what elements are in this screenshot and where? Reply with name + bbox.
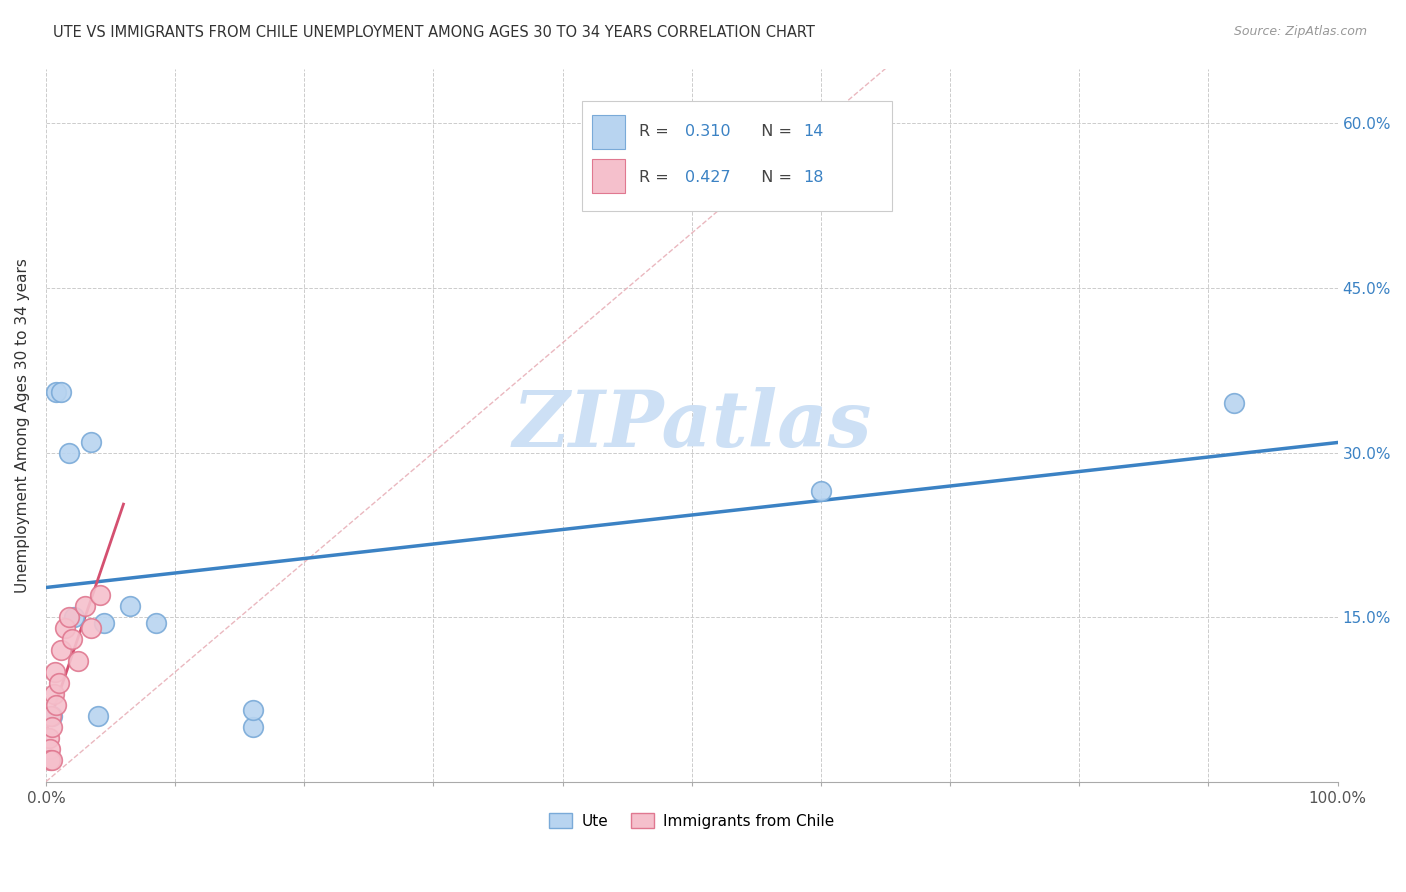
Point	[67, 654, 90, 668]
Bar	[592, 159, 624, 194]
Point	[38, 753, 60, 767]
Point	[242, 703, 264, 717]
Point	[41, 753, 63, 767]
Point	[242, 720, 264, 734]
Point	[38, 731, 60, 745]
Point	[53, 621, 76, 635]
Point	[118, 599, 141, 614]
Point	[60, 632, 83, 646]
Point	[145, 615, 167, 630]
Point	[73, 599, 96, 614]
Point	[51, 643, 73, 657]
Point	[58, 445, 80, 459]
Text: 0.310: 0.310	[685, 125, 731, 139]
Text: 18: 18	[803, 170, 824, 186]
Point	[86, 708, 108, 723]
Point	[41, 708, 63, 723]
Point	[39, 708, 62, 723]
Text: N =: N =	[751, 125, 797, 139]
Text: UTE VS IMMIGRANTS FROM CHILE UNEMPLOYMENT AMONG AGES 30 TO 34 YEARS CORRELATION : UTE VS IMMIGRANTS FROM CHILE UNEMPLOYMEN…	[53, 25, 815, 40]
Bar	[592, 115, 624, 149]
Point	[38, 741, 60, 756]
Point	[80, 621, 103, 635]
Point	[51, 385, 73, 400]
Point	[45, 698, 67, 712]
Point	[41, 720, 63, 734]
Point	[93, 615, 115, 630]
Text: 0.427: 0.427	[685, 170, 731, 186]
Point	[42, 687, 65, 701]
Point	[45, 385, 67, 400]
Text: N =: N =	[751, 170, 797, 186]
Text: R =: R =	[638, 170, 673, 186]
Point	[89, 588, 111, 602]
Point	[80, 434, 103, 449]
Legend: Ute, Immigrants from Chile: Ute, Immigrants from Chile	[543, 806, 841, 835]
Y-axis label: Unemployment Among Ages 30 to 34 years: Unemployment Among Ages 30 to 34 years	[15, 258, 30, 592]
Point	[58, 610, 80, 624]
Text: 14: 14	[803, 125, 824, 139]
Text: R =: R =	[638, 125, 673, 139]
Point	[1223, 396, 1246, 410]
Point	[44, 665, 66, 679]
Point	[48, 676, 70, 690]
FancyBboxPatch shape	[582, 101, 891, 211]
Point	[810, 483, 832, 498]
Point	[63, 610, 86, 624]
Text: Source: ZipAtlas.com: Source: ZipAtlas.com	[1233, 25, 1367, 38]
Text: ZIPatlas: ZIPatlas	[512, 387, 872, 463]
